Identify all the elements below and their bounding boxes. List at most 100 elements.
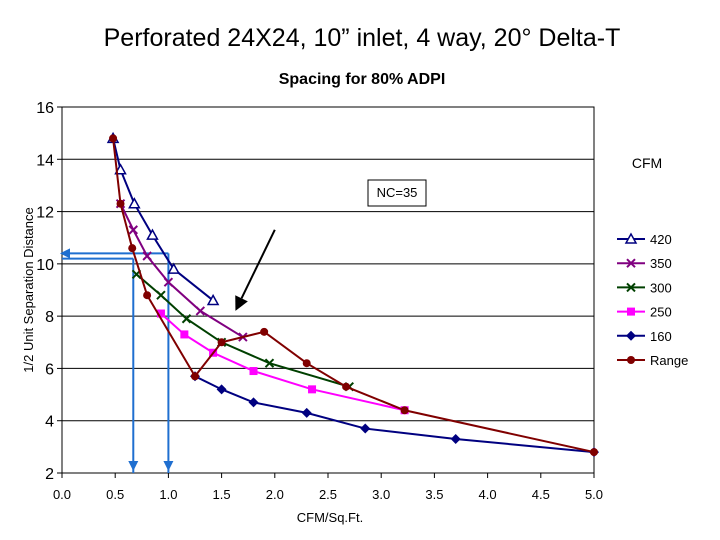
- legend-label: 350: [650, 256, 672, 271]
- series-350: [115, 199, 248, 342]
- data-point-250: [180, 330, 189, 339]
- marker-stroke: [156, 290, 166, 300]
- data-point-range: [217, 338, 226, 347]
- legend-label: 160: [650, 329, 672, 344]
- legend: 420 350 300 250 160 Range: [617, 232, 688, 368]
- legend-item-range: Range: [617, 353, 688, 368]
- guide-arrowhead-down: [128, 461, 139, 471]
- y-tick-label: 12: [36, 205, 54, 222]
- data-point-range: [590, 448, 598, 457]
- grid-lines: [62, 158, 594, 422]
- annotation-arrow: [235, 229, 276, 311]
- marker-stroke: [626, 282, 636, 293]
- data-point-range: [128, 244, 137, 253]
- data-point-range: [342, 382, 351, 391]
- legend-marker: [627, 307, 635, 316]
- x-tick-label: 1.0: [159, 487, 177, 502]
- data-point-300: [181, 314, 192, 324]
- x-tick-label: 0.0: [53, 487, 71, 502]
- data-point-300: [264, 358, 275, 368]
- x-tick-label: 4.0: [479, 487, 497, 502]
- y-tick-label: 4: [45, 414, 54, 431]
- legend-title: CFM: [632, 155, 662, 171]
- legend-marker: [626, 330, 636, 341]
- marker-stroke: [142, 251, 152, 261]
- data-point-300: [156, 290, 166, 300]
- x-tick-label: 0.5: [106, 487, 124, 502]
- series-line-160: [194, 375, 595, 454]
- x-axis-label: CFM/Sq.Ft.: [297, 510, 363, 525]
- marker-stroke: [163, 277, 174, 287]
- marker-stroke: [128, 225, 138, 235]
- chart-subtitle: Spacing for 80% ADPI: [279, 71, 446, 88]
- series-160: [190, 371, 599, 458]
- annotation-box: [367, 179, 427, 207]
- data-point-range: [260, 327, 269, 336]
- x-tick-label: 5.0: [585, 487, 603, 502]
- data-point-160: [216, 384, 227, 395]
- legend-label: Range: [650, 353, 688, 368]
- data-point-range: [400, 406, 409, 415]
- legend-marker: [624, 232, 638, 244]
- legend-item-350: 350: [617, 256, 672, 271]
- legend-item-300: 300: [617, 280, 672, 295]
- legend-marker: [626, 282, 636, 293]
- y-tick-label: 14: [36, 152, 54, 169]
- series-range: [109, 134, 598, 457]
- series-300: [131, 269, 354, 392]
- x-tick-label: 2.0: [266, 487, 284, 502]
- arrow-head: [235, 295, 248, 311]
- marker-stroke: [195, 306, 206, 316]
- y-axis: 2 4 6 8 10 12 14 16: [36, 100, 62, 483]
- data-point-160: [248, 397, 259, 408]
- chart-title: Perforated 24X24, 10” inlet, 4 way, 20° …: [104, 24, 621, 52]
- legend-label: 300: [650, 280, 672, 295]
- legend-label: 250: [650, 305, 672, 320]
- series-line-350: [119, 203, 244, 338]
- guide-arrowhead-left: [60, 248, 70, 259]
- y-tick-label: 16: [36, 100, 54, 117]
- data-point-range: [143, 291, 152, 300]
- data-point-160: [450, 434, 461, 445]
- data-point-420: [128, 197, 141, 209]
- x-tick-label: 1.5: [213, 487, 231, 502]
- legend-marker: [626, 258, 636, 268]
- legend-item-420: 420: [617, 232, 672, 247]
- y-tick-label: 6: [45, 361, 54, 378]
- data-point-350: [195, 306, 206, 316]
- marker-stroke: [626, 258, 636, 268]
- x-tick-label: 2.5: [319, 487, 337, 502]
- data-point-range: [109, 134, 118, 143]
- data-point-420: [114, 163, 127, 175]
- y-tick-label: 8: [45, 309, 54, 326]
- data-point-250: [308, 385, 317, 394]
- legend-item-250: 250: [617, 305, 672, 320]
- y-axis-label: 1/2 Unit Separation Distance: [21, 207, 36, 372]
- x-tick-label: 4.5: [532, 487, 550, 502]
- data-point-350: [128, 225, 138, 235]
- annotation-text: NC=35: [377, 185, 418, 200]
- data-point-250: [249, 367, 258, 376]
- data-point-range: [116, 199, 125, 208]
- data-point-350: [163, 277, 174, 287]
- legend-marker: [627, 356, 635, 364]
- guide-lines: [60, 248, 174, 473]
- data-point-420: [167, 262, 180, 274]
- data-point-range: [191, 372, 199, 381]
- series-layer: [106, 131, 599, 458]
- series-line-range: [112, 138, 595, 454]
- legend-label: 420: [650, 232, 672, 247]
- y-tick-label: 2: [45, 466, 54, 483]
- data-point-420: [206, 293, 220, 306]
- x-axis: 0.0 0.5 1.0 1.5 2.0 2.5 3.0 3.5 4.0 4.5 5.0: [53, 473, 603, 502]
- legend-item-160: 160: [617, 329, 672, 344]
- y-tick-label: 10: [36, 257, 54, 274]
- arrow-shaft: [240, 229, 276, 299]
- annotation-group: NC=35: [367, 179, 427, 207]
- data-point-range: [302, 359, 311, 368]
- series-line-420: [112, 138, 214, 302]
- x-tick-label: 3.0: [372, 487, 390, 502]
- data-point-250: [156, 309, 165, 318]
- marker-stroke: [264, 358, 275, 368]
